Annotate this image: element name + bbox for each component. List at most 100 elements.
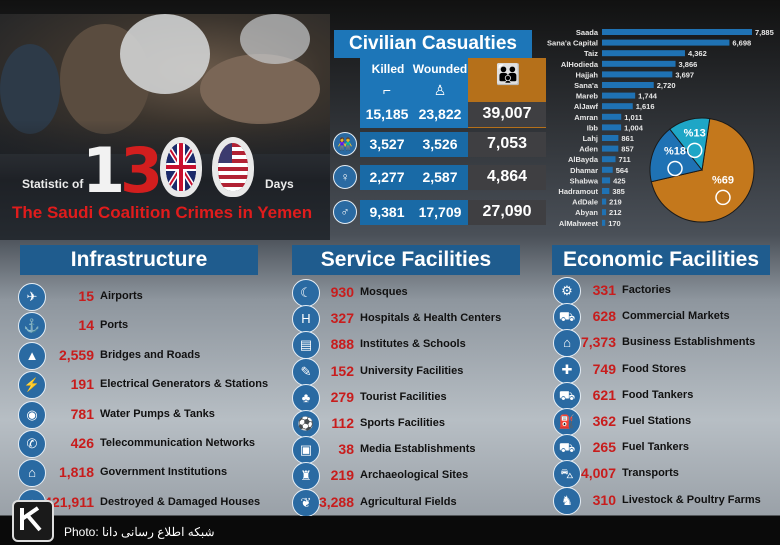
- title-digit-1: 1: [82, 134, 126, 207]
- bar-category-label: Saada: [576, 28, 599, 37]
- governorate-bar-chart: Saada 7,885 Sana'a Capital 6,698 Taiz 4,362 Al…: [547, 28, 774, 228]
- bar-category-label: Taiz: [584, 49, 598, 58]
- facility-label: Commercial Markets: [622, 310, 730, 322]
- bar-value-label: 2,720: [657, 81, 676, 90]
- bar-category-label: AdDale: [572, 198, 598, 207]
- bar-value-label: 425: [613, 176, 626, 185]
- facility-count: 14: [78, 317, 94, 333]
- facility-label: Electrical Generators & Stations: [100, 378, 269, 390]
- killed-header: Killed: [371, 62, 405, 76]
- children-icon: 👫: [333, 132, 357, 156]
- governorate-bar: [602, 124, 622, 131]
- wheat-icon: ❦: [292, 489, 320, 517]
- family-icon: 👪: [495, 64, 521, 86]
- facility-count: 749: [592, 361, 616, 377]
- casualties-killed-cell: 9,381: [369, 204, 405, 220]
- governorate-bar: [602, 198, 607, 205]
- bar-value-label: 3,866: [679, 60, 698, 69]
- casualties-title: Civilian Casualties: [334, 30, 532, 58]
- economic-facilities-header: Economic Facilities: [552, 245, 770, 275]
- casualties-total-cell: 4,864: [486, 168, 528, 185]
- facility-count: 152: [330, 363, 354, 379]
- wounded-header: Wounded: [412, 62, 468, 76]
- bar-value-label: 1,011: [624, 113, 642, 122]
- bar-category-label: Abyan: [575, 208, 598, 217]
- food-tanker-icon: ⛟: [553, 382, 581, 410]
- palm-tree-icon: ♣: [292, 384, 320, 412]
- generator-icon: ⚡: [18, 371, 46, 399]
- governorate-bar: [602, 209, 607, 216]
- hospital-icon: H: [292, 305, 320, 333]
- facility-label: Agricultural Fields: [360, 496, 457, 508]
- governorate-bar: [602, 113, 622, 120]
- facility-label: Archaeological Sites: [360, 469, 469, 481]
- factory-icon: ⚙: [553, 277, 581, 305]
- facility-count: 191: [70, 376, 94, 392]
- bar-category-label: AlMahweet: [559, 219, 599, 228]
- title-prefix: Statistic of: [22, 177, 84, 191]
- facility-label: Ports: [100, 319, 129, 331]
- facility-count: 930: [330, 284, 354, 300]
- governorate-bar: [602, 219, 606, 226]
- road-icon: ▲: [18, 342, 46, 370]
- facility-label: Hospitals & Health Centers: [360, 312, 502, 324]
- antenna-icon: ✆: [18, 430, 46, 458]
- casualties-row-bg: [360, 165, 468, 190]
- page-subtitle: The Saudi Coalition Crimes in Yemen: [12, 203, 313, 222]
- bar-category-label: Hajjah: [575, 70, 598, 79]
- facility-count: 4,007: [580, 465, 616, 481]
- sports-icon: ⚽: [292, 410, 320, 438]
- governorate-bar: [602, 60, 676, 67]
- facility-count: 888: [330, 336, 354, 352]
- facility-count: 621: [592, 387, 616, 403]
- bar-category-label: Ibb: [587, 123, 599, 132]
- wounded-person-icon: ♙: [433, 82, 447, 98]
- facility-label: Food Tankers: [622, 389, 694, 401]
- facility-label: Food Stores: [622, 363, 687, 375]
- facility-label: Transports: [622, 467, 679, 479]
- pie-slice-label: %18: [664, 146, 686, 158]
- book-icon: ▤: [292, 331, 320, 359]
- casualties-total-cell: 7,053: [486, 135, 528, 152]
- bar-category-label: AlJawf: [574, 102, 599, 111]
- bar-category-label: Dhamar: [570, 166, 598, 175]
- facility-count: 421,911: [44, 494, 94, 510]
- governorate-bar: [602, 166, 613, 173]
- shopping-cart-icon: ⛟: [553, 303, 581, 331]
- bar-value-label: 1,744: [638, 92, 658, 101]
- pie-slice-women: [669, 117, 711, 172]
- facility-count: 426: [70, 435, 94, 451]
- gun-icon: ⌐: [382, 82, 392, 98]
- total-row-bg: [468, 132, 546, 157]
- bar-category-label: Mareb: [576, 92, 599, 101]
- uk-flag-bomb-icon: [160, 137, 202, 197]
- service-facilities-header: Service Facilities: [292, 245, 520, 275]
- facility-count: 310: [592, 492, 616, 508]
- bar-value-label: 170: [608, 219, 621, 228]
- governorate-bar: [602, 71, 673, 78]
- governorate-bar: [602, 188, 610, 194]
- person-icon: [686, 142, 703, 159]
- bar-value-label: 212: [609, 208, 622, 217]
- title-suffix: Days: [265, 177, 294, 191]
- fuel-tanker-icon: ⛟: [553, 434, 581, 462]
- graduation-cap-icon: ✎: [292, 358, 320, 386]
- bar-category-label: Sana'a: [574, 81, 599, 90]
- us-flag-bomb-icon: [212, 137, 254, 197]
- facility-label: Government Institutions: [100, 466, 228, 478]
- facility-label: Tourist Facilities: [360, 391, 447, 403]
- casualties-wounded-cell: 23,822: [418, 106, 462, 122]
- pie-slice-children: [649, 128, 703, 183]
- facility-count: 2,559: [58, 347, 94, 363]
- total-row-bg: [468, 165, 546, 190]
- governorate-bar: [602, 135, 619, 141]
- facility-label: Fuel Stations: [622, 415, 692, 427]
- bar-category-label: AlBayda: [568, 155, 599, 164]
- facility-label: Bridges and Roads: [100, 349, 201, 361]
- facility-label: Media Establishments: [360, 443, 476, 455]
- casualties-wounded-cell: 2,587: [422, 169, 458, 185]
- facility-count: 781: [70, 406, 94, 422]
- bar-category-label: AlHodieda: [561, 60, 599, 69]
- casualties-killed-cell: 2,277: [369, 169, 405, 185]
